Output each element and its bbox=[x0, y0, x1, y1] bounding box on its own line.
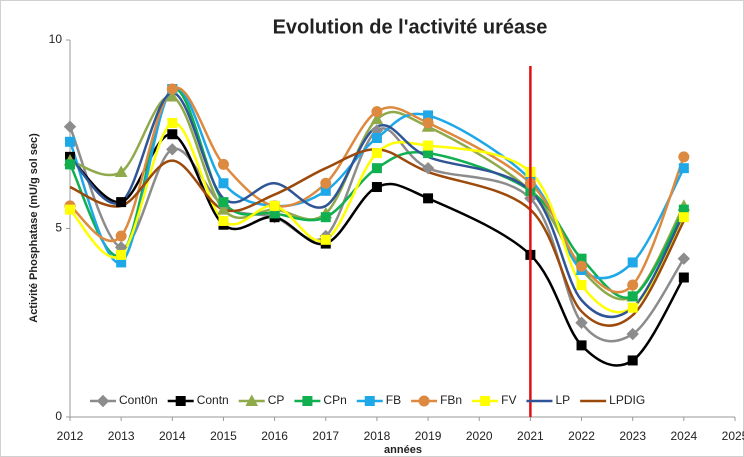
chart-title: Evolution de l'activité uréase bbox=[273, 16, 548, 38]
x-tick-label: 2019 bbox=[415, 429, 442, 443]
legend-marker bbox=[302, 396, 313, 406]
data-point bbox=[218, 178, 229, 189]
legend-marker bbox=[96, 394, 110, 408]
data-point bbox=[320, 177, 332, 189]
data-point bbox=[422, 117, 434, 129]
data-point bbox=[371, 182, 382, 193]
y-tick-label: 5 bbox=[55, 221, 62, 235]
x-tick-label: 2022 bbox=[568, 429, 595, 443]
legend-marker bbox=[418, 395, 430, 407]
series-line bbox=[69, 86, 686, 294]
x-axis-label: années bbox=[384, 444, 422, 456]
x-tick-label: 2013 bbox=[108, 429, 135, 443]
data-point bbox=[627, 355, 638, 366]
legend-marker bbox=[245, 394, 259, 406]
data-point bbox=[626, 327, 639, 341]
x-tick-label: 2015 bbox=[210, 429, 237, 443]
legend-label: FB bbox=[386, 393, 401, 407]
data-point bbox=[627, 302, 638, 313]
data-point bbox=[269, 200, 280, 211]
data-point bbox=[678, 212, 689, 223]
x-tick-label: 2025 bbox=[722, 429, 744, 443]
legend-label: Cont0n bbox=[119, 393, 158, 407]
data-point bbox=[576, 280, 587, 291]
legend-marker bbox=[480, 396, 491, 406]
data-point bbox=[423, 140, 434, 151]
data-point bbox=[114, 165, 128, 177]
data-point bbox=[167, 117, 178, 128]
x-tick-label: 2024 bbox=[670, 429, 697, 443]
data-point bbox=[575, 316, 588, 329]
data-point bbox=[167, 129, 178, 140]
x-tick-label: 2018 bbox=[364, 429, 391, 443]
data-point bbox=[677, 252, 691, 265]
data-point bbox=[320, 212, 331, 223]
data-point bbox=[65, 204, 75, 215]
data-point bbox=[678, 151, 690, 163]
x-tick-label: 2017 bbox=[312, 429, 339, 443]
data-point bbox=[370, 112, 384, 125]
data-point bbox=[576, 260, 588, 272]
data-point bbox=[63, 120, 77, 133]
data-point bbox=[65, 159, 75, 170]
data-point bbox=[371, 163, 382, 174]
data-point bbox=[627, 257, 638, 268]
x-tick-label: 2021 bbox=[517, 429, 544, 443]
series-line bbox=[69, 91, 685, 319]
data-point bbox=[678, 163, 689, 174]
data-point bbox=[371, 106, 383, 118]
data-point bbox=[320, 234, 331, 245]
data-point bbox=[217, 203, 230, 215]
data-point bbox=[371, 148, 382, 159]
data-point bbox=[217, 158, 229, 170]
data-point bbox=[576, 340, 587, 351]
legend-label: FBn bbox=[440, 393, 462, 407]
data-point bbox=[116, 197, 127, 208]
legend-marker bbox=[175, 396, 186, 406]
data-point bbox=[165, 90, 179, 102]
data-point bbox=[115, 230, 127, 242]
data-point bbox=[65, 136, 75, 147]
legend-label: LP bbox=[555, 393, 570, 407]
legend-marker bbox=[364, 396, 375, 406]
x-tick-label: 2023 bbox=[619, 429, 646, 443]
data-point bbox=[678, 272, 689, 283]
data-point bbox=[423, 193, 434, 204]
x-tick-label: 2016 bbox=[261, 429, 288, 443]
legend-label: CP bbox=[268, 393, 285, 407]
legend-label: CPn bbox=[323, 393, 346, 407]
data-point bbox=[371, 133, 382, 144]
y-tick-label: 0 bbox=[55, 409, 62, 423]
legend-label: FV bbox=[501, 393, 516, 407]
data-point bbox=[116, 249, 127, 260]
data-point bbox=[166, 143, 179, 156]
data-point bbox=[627, 291, 638, 302]
data-point bbox=[421, 161, 435, 175]
x-tick-label: 2020 bbox=[466, 429, 493, 443]
data-point bbox=[627, 279, 639, 291]
data-point bbox=[166, 83, 178, 95]
y-tick-label: 10 bbox=[49, 32, 63, 46]
x-tick-label: 2014 bbox=[159, 429, 186, 443]
y-axis-label: Activité Phosphatase (mU/g sol sec) bbox=[28, 133, 40, 323]
legend-label: LPDIG bbox=[609, 393, 645, 407]
data-point bbox=[218, 215, 229, 226]
legend-label: Contn bbox=[197, 393, 229, 407]
x-tick-label: 2012 bbox=[57, 429, 84, 443]
data-point bbox=[218, 197, 229, 208]
